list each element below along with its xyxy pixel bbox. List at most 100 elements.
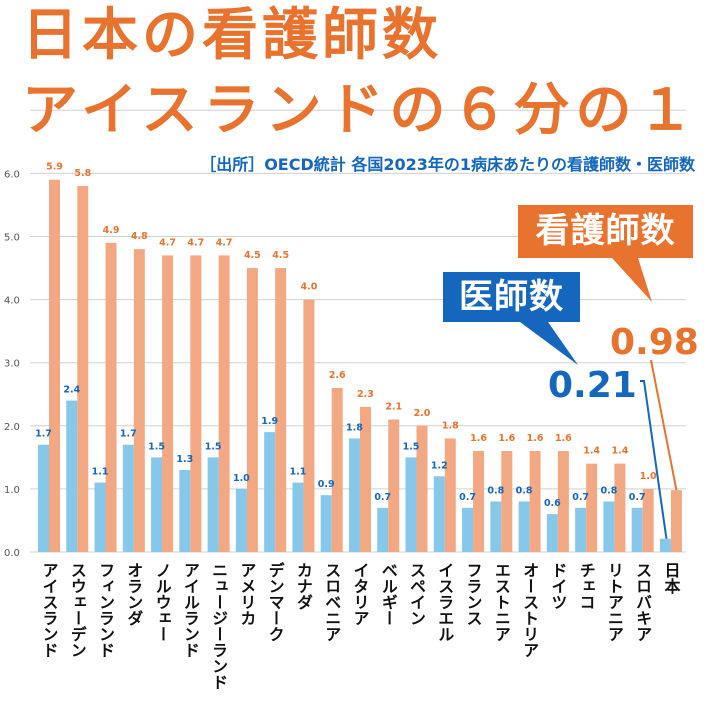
nurse-bar — [105, 242, 117, 552]
doctor-bar — [631, 507, 643, 552]
x-axis-category-label: スロベニア — [322, 562, 341, 642]
nurse-bar — [670, 490, 682, 552]
japan-nurse-leader-line — [650, 359, 678, 491]
doctor-bar — [603, 501, 615, 552]
japan-doctor-value-annotation: 0.21 — [548, 365, 637, 406]
nurse-bar — [444, 438, 456, 552]
doctor-bar — [207, 457, 219, 552]
doctor-data-label: 1.0 — [233, 473, 250, 484]
legend-callout-nurses: 看護師数 — [518, 205, 693, 258]
doctor-bar — [38, 444, 49, 552]
nurse-bar — [388, 419, 400, 552]
doctor-bar — [348, 438, 360, 552]
doctor-bar — [377, 507, 389, 552]
doctor-bar — [292, 482, 304, 552]
doctor-data-label: 1.7 — [120, 429, 137, 440]
nurse-bar — [529, 451, 541, 552]
japan-doctor-leader-line — [640, 380, 668, 539]
doctor-data-label: 0.7 — [459, 492, 476, 503]
y-tick-label: 5.0 — [4, 233, 20, 244]
doctor-callout-tail — [520, 322, 578, 365]
nurse-data-label: 5.9 — [46, 162, 63, 173]
doctor-data-label: 0.7 — [572, 492, 589, 503]
nurse-data-label: 4.9 — [103, 225, 120, 236]
nurse-bar — [501, 451, 513, 552]
x-axis-category-label: デンマーク — [266, 561, 285, 642]
doctor-data-label: 0.7 — [374, 492, 391, 503]
x-axis-category-label: エストニア — [492, 562, 511, 642]
nurse-bar — [246, 268, 258, 552]
nurse-data-label: 2.0 — [414, 408, 431, 419]
x-axis-category-label: イスラエル — [435, 562, 454, 642]
nurse-data-label: 2.1 — [385, 401, 402, 412]
doctor-data-label: 1.5 — [148, 441, 165, 452]
japan-nurse-value-annotation: 0.98 — [610, 322, 699, 363]
doctor-data-label: 1.3 — [176, 454, 193, 465]
callout-pointers — [520, 258, 678, 539]
doctor-data-label: 1.5 — [403, 441, 420, 452]
nurse-data-label: 4.5 — [272, 250, 289, 261]
x-axis-labels: アイスランド スウェーデン フィンランド オランダ ノルウェー アイルランド ニュージーラン… — [40, 561, 681, 690]
nurse-bar — [133, 249, 145, 552]
nurse-data-label: 4.7 — [187, 237, 204, 248]
y-axis-ticks: 0.0 1.0 2.0 3.0 4.0 5.0 6.0 — [4, 169, 20, 559]
doctor-data-label: 1.9 — [261, 416, 278, 427]
x-axis-category-label: スペイン — [407, 562, 426, 626]
x-axis-category-label: オーストリア — [520, 562, 539, 658]
x-axis-category-label: オランダ — [124, 562, 143, 626]
data-labels: 1.7 5.9 2.4 5.8 1.1 4.9 1.7 4.8 1.5 4.7 1.3 4.7 1.5 4… — [35, 162, 657, 509]
x-axis-category-label: フィンランド — [96, 562, 115, 658]
x-axis-category-label: ニュージーランド — [209, 562, 228, 690]
doctor-data-label: 1.1 — [290, 467, 307, 478]
x-axis-category-label: カナダ — [294, 562, 313, 610]
doctor-bar — [490, 501, 502, 552]
doctor-bar — [264, 432, 276, 552]
doctor-bar — [66, 400, 78, 552]
nurse-data-label: 2.6 — [329, 370, 346, 381]
doctor-data-label: 0.9 — [318, 479, 335, 490]
doctor-bar — [94, 482, 106, 552]
x-axis-category-label: フランス — [464, 562, 483, 626]
nurse-data-label: 1.8 — [442, 420, 459, 431]
doctor-bar — [659, 538, 671, 552]
x-axis-category-label: ノルウェー — [153, 562, 172, 642]
doctor-data-label: 0.8 — [487, 486, 504, 497]
y-tick-label: 3.0 — [4, 359, 20, 370]
x-axis-category-label: ドイツ — [548, 562, 567, 610]
doctor-bar — [546, 514, 558, 552]
nurse-bar — [557, 451, 569, 552]
nurse-data-label: 4.5 — [244, 250, 261, 261]
x-axis-category-label: アイルランド — [181, 562, 200, 658]
nurse-callout-tail — [612, 258, 652, 302]
doctor-data-label: 1.5 — [205, 441, 222, 452]
doctor-data-label: 0.8 — [600, 486, 617, 497]
nurse-data-label: 2.3 — [357, 389, 374, 400]
y-tick-label: 1.0 — [4, 485, 20, 496]
nurse-bar — [303, 299, 315, 552]
doctor-data-label: 1.1 — [92, 467, 109, 478]
bars — [38, 179, 682, 552]
nurse-bar — [162, 255, 174, 552]
nurse-bar — [614, 463, 626, 552]
doctor-data-label: 0.8 — [516, 486, 533, 497]
x-axis-category-label: スロバキア — [633, 562, 652, 642]
x-axis-category-label: イタリア — [350, 562, 369, 626]
x-axis-category-label: チェコ — [577, 562, 596, 610]
x-axis-category-label: 日本 — [661, 562, 680, 595]
doctor-data-label: 1.2 — [431, 460, 448, 471]
doctor-bar — [151, 457, 163, 552]
doctor-bar — [575, 507, 587, 552]
nurse-bar — [473, 451, 485, 552]
nurse-data-label: 4.7 — [216, 237, 233, 248]
doctor-bar — [320, 495, 332, 552]
x-axis-category-label: リトアニア — [605, 562, 624, 642]
nurse-data-label: 1.6 — [470, 433, 487, 444]
doctor-data-label: 1.7 — [35, 429, 52, 440]
nurse-bar — [275, 268, 287, 552]
nurse-data-label: 1.6 — [527, 433, 544, 444]
doctor-bar — [405, 457, 417, 552]
doctor-bar — [122, 444, 134, 552]
x-axis-category-label: ベルギー — [379, 562, 398, 626]
y-tick-label: 2.0 — [4, 422, 20, 433]
